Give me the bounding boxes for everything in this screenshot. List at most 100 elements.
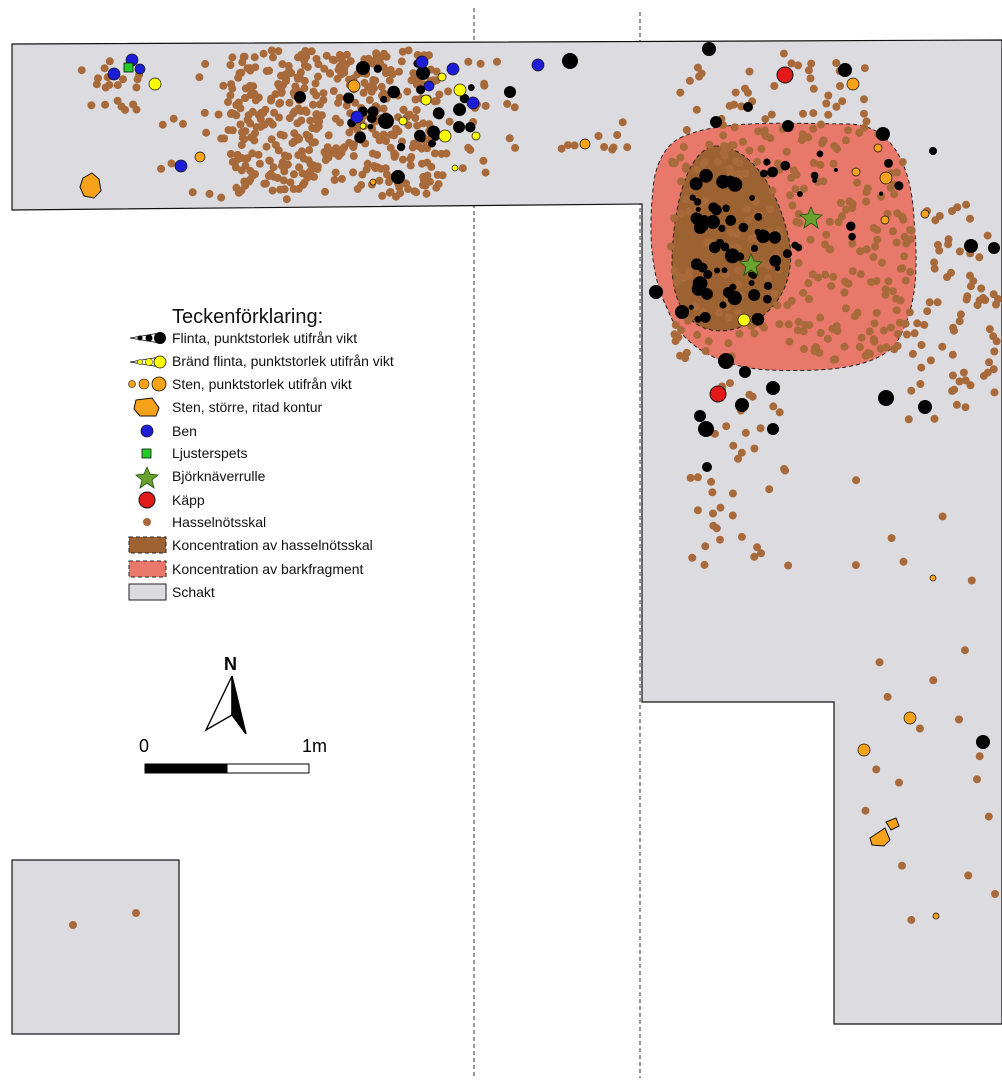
hazelnut-shell-point [305, 146, 313, 154]
hazelnut-shell-point [877, 345, 885, 353]
hazelnut-shell-point [962, 376, 970, 384]
flint-point [368, 124, 374, 130]
hazelnut-shell-point [949, 351, 957, 359]
burnt-flint-point [439, 130, 451, 142]
flint-point [702, 462, 712, 472]
legend-label-trench: Schakt [172, 584, 215, 600]
legend-swatch-flint [130, 332, 166, 344]
hazelnut-shell-point [845, 280, 853, 288]
hazelnut-shell-point [873, 236, 881, 244]
legend-swatch-stick [139, 492, 155, 508]
flint-point [764, 282, 772, 290]
flint-point [848, 233, 856, 241]
flint-point [728, 177, 743, 192]
flint-point [748, 289, 760, 301]
flint-point [374, 65, 382, 73]
hazelnut-shell-point [238, 141, 246, 149]
hazelnut-shell-point [260, 50, 268, 58]
hazelnut-shell-point [466, 146, 474, 154]
hazelnut-shell-point [358, 171, 366, 179]
scale-bar: 0 1m [139, 736, 327, 773]
hazelnut-shell-point [776, 408, 784, 416]
flint-point [879, 191, 883, 195]
hazelnut-shell-point [842, 136, 850, 144]
hazelnut-shell-point [369, 150, 377, 158]
hazelnut-shell-point [427, 163, 435, 171]
hazelnut-shell-point [482, 169, 490, 177]
hazelnut-shell-point [918, 341, 926, 349]
hazelnut-shell-point [608, 146, 616, 154]
hazelnut-shell-point [202, 129, 210, 137]
hazelnut-shell-point [926, 298, 934, 306]
flint-point [435, 110, 444, 119]
burnt-flint-point [399, 117, 407, 125]
hazelnut-shell-point [312, 91, 320, 99]
hazelnut-shell-point [984, 232, 992, 240]
flint-point [387, 86, 400, 99]
hazelnut-shell-point [805, 295, 813, 303]
flint-point [701, 288, 713, 300]
hazelnut-shell-point [887, 324, 895, 332]
hazelnut-shell-point [301, 77, 309, 85]
hazelnut-shell-point [729, 490, 737, 498]
hazelnut-shell-point [953, 203, 961, 211]
hazelnut-shell-point [834, 327, 842, 335]
flint-point [748, 272, 753, 277]
flint-point [380, 96, 387, 103]
hazelnut-shell-point [861, 64, 869, 72]
hazelnut-shell-point [827, 282, 835, 290]
hazelnut-shell-point [686, 77, 694, 85]
stone-point [930, 575, 936, 581]
hazelnut-shell-point [314, 73, 322, 81]
hazelnut-shell-point [444, 87, 452, 95]
stone-point [880, 172, 892, 184]
hazelnut-shell-point [917, 364, 925, 372]
hazelnut-shell-point [132, 909, 140, 917]
hazelnut-shell-point [671, 267, 679, 275]
hazelnut-shell-point [955, 716, 963, 724]
hazelnut-shell-point [784, 562, 792, 570]
hazelnut-shell-point [826, 218, 834, 226]
hazelnut-shell-point [482, 102, 490, 110]
stick-point-1 [777, 67, 793, 83]
hazelnut-shell-point [849, 267, 857, 275]
hazelnut-shell-point [730, 101, 738, 109]
hazelnut-shell-point [360, 89, 368, 97]
hazelnut-shell-point [902, 240, 910, 248]
hazelnut-shell-point [329, 56, 337, 64]
flint-point [782, 120, 794, 132]
hazelnut-shell-point [386, 77, 394, 85]
hazelnut-shell-point [973, 775, 981, 783]
hazelnut-shell-point [884, 277, 892, 285]
flint-point [690, 177, 703, 190]
flint-point [710, 116, 722, 128]
flint-point [767, 423, 779, 435]
flint-point [718, 225, 725, 232]
hazelnut-shell-point [866, 328, 874, 336]
burnt-flint-point [452, 165, 458, 171]
hazelnut-shell-point [799, 110, 807, 118]
hazelnut-shell-point [217, 194, 225, 202]
hazelnut-shell-point [906, 308, 914, 316]
hazelnut-shell-point [241, 127, 249, 135]
hazelnut-shell-point [993, 337, 1001, 345]
hazelnut-shell-point [938, 343, 946, 351]
bone-point [175, 160, 187, 172]
flint-point [735, 398, 749, 412]
stone-point [852, 168, 860, 176]
hazelnut-shell-point [238, 154, 246, 162]
stone-point [195, 152, 205, 162]
flint-point [690, 194, 696, 200]
flint-point [718, 353, 734, 369]
legend-label-bone: Ben [172, 423, 197, 439]
hazelnut-shell-point [237, 69, 245, 77]
hazelnut-shell-point [274, 47, 282, 55]
hazelnut-shell-point [282, 75, 290, 83]
hazelnut-shell-point [265, 67, 273, 75]
hazelnut-shell-point [300, 155, 308, 163]
hazelnut-shell-point [375, 177, 383, 185]
legend-label-ljusterspets: Ljusterspets [172, 445, 247, 461]
hazelnut-shell-point [701, 542, 709, 550]
legend-label-hazel-concentration: Koncentration av hasselnötsskal [172, 537, 373, 553]
hazelnut-shell-point [694, 506, 702, 514]
